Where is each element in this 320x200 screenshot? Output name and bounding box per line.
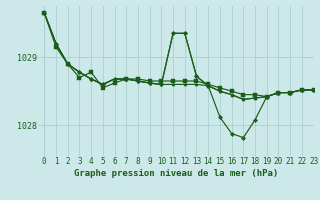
X-axis label: Graphe pression niveau de la mer (hPa): Graphe pression niveau de la mer (hPa) xyxy=(74,169,278,178)
